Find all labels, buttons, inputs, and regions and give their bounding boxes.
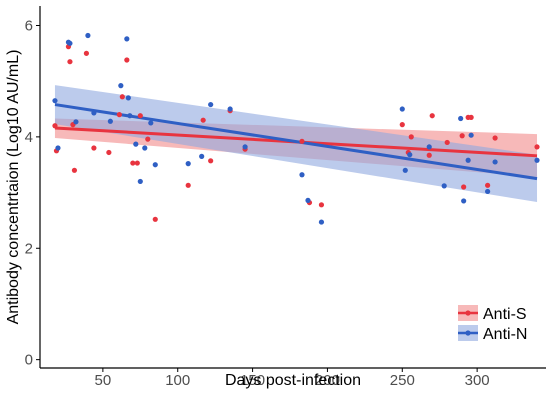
anti-s-point [299, 138, 305, 144]
anti-n-point [492, 159, 498, 165]
anti-n-point [208, 101, 214, 108]
anti-n-point [107, 118, 113, 124]
anti-s-point [91, 145, 97, 151]
anti-s-point [52, 123, 58, 129]
anti-s-point [83, 50, 90, 56]
anti-s-point [67, 59, 73, 65]
anti-s-point [492, 135, 498, 141]
x-axis-ticks: 50 100 150 200 250 300 [95, 368, 490, 389]
anti-n-confidence-band [54, 85, 538, 203]
anti-n-point [185, 161, 191, 167]
anti-n-point [125, 95, 131, 101]
anti-s-point [130, 160, 136, 166]
x-tick-label: 200 [315, 372, 340, 389]
anti-n-fit-line [54, 103, 538, 181]
anti-s-point [116, 112, 122, 118]
anti-n-point [227, 106, 233, 112]
confidence-bands [54, 85, 538, 203]
x-tick-label: 300 [465, 372, 490, 389]
anti-s-point [534, 144, 540, 150]
y-tick-label: 6 [25, 17, 33, 34]
anti-s-point [145, 136, 151, 142]
anti-n-point [402, 167, 408, 173]
anti-s-point [485, 182, 491, 188]
anti-n-point [152, 162, 158, 168]
y-tick-label: 0 [25, 352, 33, 369]
anti-s-point [444, 139, 450, 146]
y-tick-label: 2 [25, 240, 33, 257]
anti-n-point [118, 83, 124, 89]
legend-label-anti-s: Anti-S [483, 306, 527, 323]
anti-n-point [91, 110, 97, 116]
anti-n-point [305, 197, 311, 203]
anti-n-point [133, 141, 139, 147]
anti-s-point [429, 113, 435, 119]
x-tick-label: 100 [165, 372, 190, 389]
y-tick-label: 4 [25, 129, 33, 146]
anti-n-point [124, 36, 130, 42]
anti-n-point [299, 172, 305, 178]
anti-n-point [458, 115, 464, 122]
x-tick-label: 150 [240, 372, 265, 389]
anti-s-point [124, 57, 130, 63]
anti-s-point [468, 114, 474, 120]
anti-s-point [208, 158, 214, 164]
anti-s-point [408, 134, 414, 140]
anti-s-point [200, 117, 206, 123]
anti-n-point [318, 219, 325, 225]
anti-n-point [142, 145, 148, 151]
anti-n-point [242, 144, 248, 150]
anti-s-point [71, 167, 78, 173]
anti-n-point [407, 152, 413, 158]
anti-n-point [426, 144, 432, 150]
anti-n-point [534, 157, 540, 163]
anti-s-point [152, 216, 158, 222]
anti-n-point [127, 113, 133, 119]
x-tick-label: 250 [390, 372, 415, 389]
anti-n-point [73, 119, 79, 125]
anti-n-point [85, 32, 91, 39]
anti-n-point [485, 188, 491, 195]
anti-n-point [465, 157, 471, 163]
anti-s-point [426, 152, 432, 158]
regression-lines [54, 103, 538, 181]
anti-s-point [459, 133, 465, 139]
anti-s-point [399, 122, 405, 128]
legend-key-anti-s [458, 305, 478, 321]
anti-n-point [55, 145, 61, 151]
anti-n-point [399, 106, 405, 112]
anti-n-point [199, 153, 205, 159]
data-points [52, 32, 540, 225]
legend: Anti-S Anti-N [458, 305, 527, 343]
anti-n-point [67, 40, 73, 46]
anti-s-point [318, 202, 325, 208]
x-tick-label: 50 [95, 372, 112, 389]
anti-n-point [148, 120, 154, 126]
anti-n-point [468, 132, 474, 138]
anti-n-point [461, 198, 467, 204]
anti-s-point [185, 182, 191, 188]
anti-n-point [137, 178, 143, 185]
y-axis-ticks: 0 2 4 6 [25, 17, 40, 369]
anti-s-point [106, 149, 112, 156]
y-axis-title: Antibody concentrtaion (Log10 AU/mL) [5, 50, 22, 325]
legend-label-anti-n: Anti-N [483, 326, 527, 343]
legend-key-anti-n [458, 325, 478, 341]
anti-n-point [441, 183, 447, 189]
anti-n-point [52, 98, 58, 104]
anti-s-point [134, 160, 140, 166]
anti-s-point [137, 113, 143, 119]
anti-s-point [119, 94, 125, 100]
anti-s-point [461, 184, 467, 190]
x-axis-title: Days post-infection [225, 372, 361, 389]
